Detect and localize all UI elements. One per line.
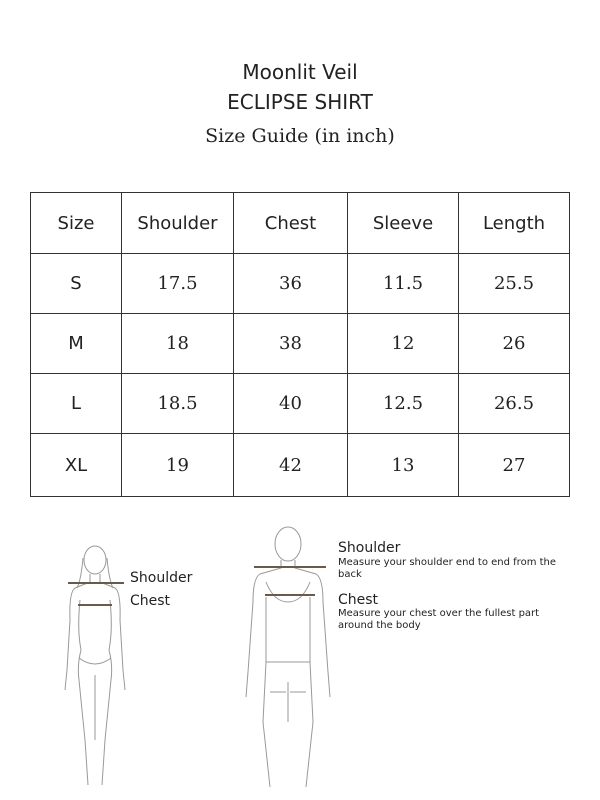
female-figure-illustration xyxy=(64,545,126,786)
male-figure-illustration xyxy=(245,526,331,788)
header-length: Length xyxy=(458,192,570,254)
size-table: Size Shoulder Chest Sleeve Length S 17.5… xyxy=(30,192,570,497)
cell: XL xyxy=(30,433,122,497)
cell: 40 xyxy=(233,373,348,434)
cell: 13 xyxy=(347,433,459,497)
product-name: ECLIPSE SHIRT xyxy=(227,90,373,114)
male-chest-title: Chest xyxy=(338,592,379,608)
cell: 26.5 xyxy=(458,373,570,434)
male-chest-description: Measure your chest over the fullest part… xyxy=(338,608,540,631)
header-chest: Chest xyxy=(233,192,348,254)
male-shoulder-description: Measure your shoulder end to end from th… xyxy=(338,557,557,580)
table-row: L 18.5 40 12.5 26.5 xyxy=(30,373,570,434)
table-row: M 18 38 12 26 xyxy=(30,313,570,374)
cell: 17.5 xyxy=(121,253,234,314)
cell: 18 xyxy=(121,313,234,374)
cell: 12 xyxy=(347,313,459,374)
cell: L xyxy=(30,373,122,434)
cell: 36 xyxy=(233,253,348,314)
cell: 38 xyxy=(233,313,348,374)
brand-name: Moonlit Veil xyxy=(242,60,358,84)
cell: 25.5 xyxy=(458,253,570,314)
female-chest-label: Chest xyxy=(130,593,171,609)
table-row: XL 19 42 13 27 xyxy=(30,433,570,497)
size-guide-subtitle: Size Guide (in inch) xyxy=(205,125,395,147)
female-measure-lines xyxy=(68,582,124,606)
cell: S xyxy=(30,253,122,314)
cell: 18.5 xyxy=(121,373,234,434)
male-shoulder-title: Shoulder xyxy=(338,540,401,556)
cell: 42 xyxy=(233,433,348,497)
header-size: Size xyxy=(30,192,122,254)
cell: 12.5 xyxy=(347,373,459,434)
cell: 27 xyxy=(458,433,570,497)
header-shoulder: Shoulder xyxy=(121,192,234,254)
header-sleeve: Sleeve xyxy=(347,192,459,254)
female-shoulder-label: Shoulder xyxy=(130,570,193,586)
table-row: S 17.5 36 11.5 25.5 xyxy=(30,253,570,314)
cell: 19 xyxy=(121,433,234,497)
male-measure-lines xyxy=(254,566,326,596)
cell: 11.5 xyxy=(347,253,459,314)
table-header-row: Size Shoulder Chest Sleeve Length xyxy=(30,192,570,254)
cell: 26 xyxy=(458,313,570,374)
cell: M xyxy=(30,313,122,374)
